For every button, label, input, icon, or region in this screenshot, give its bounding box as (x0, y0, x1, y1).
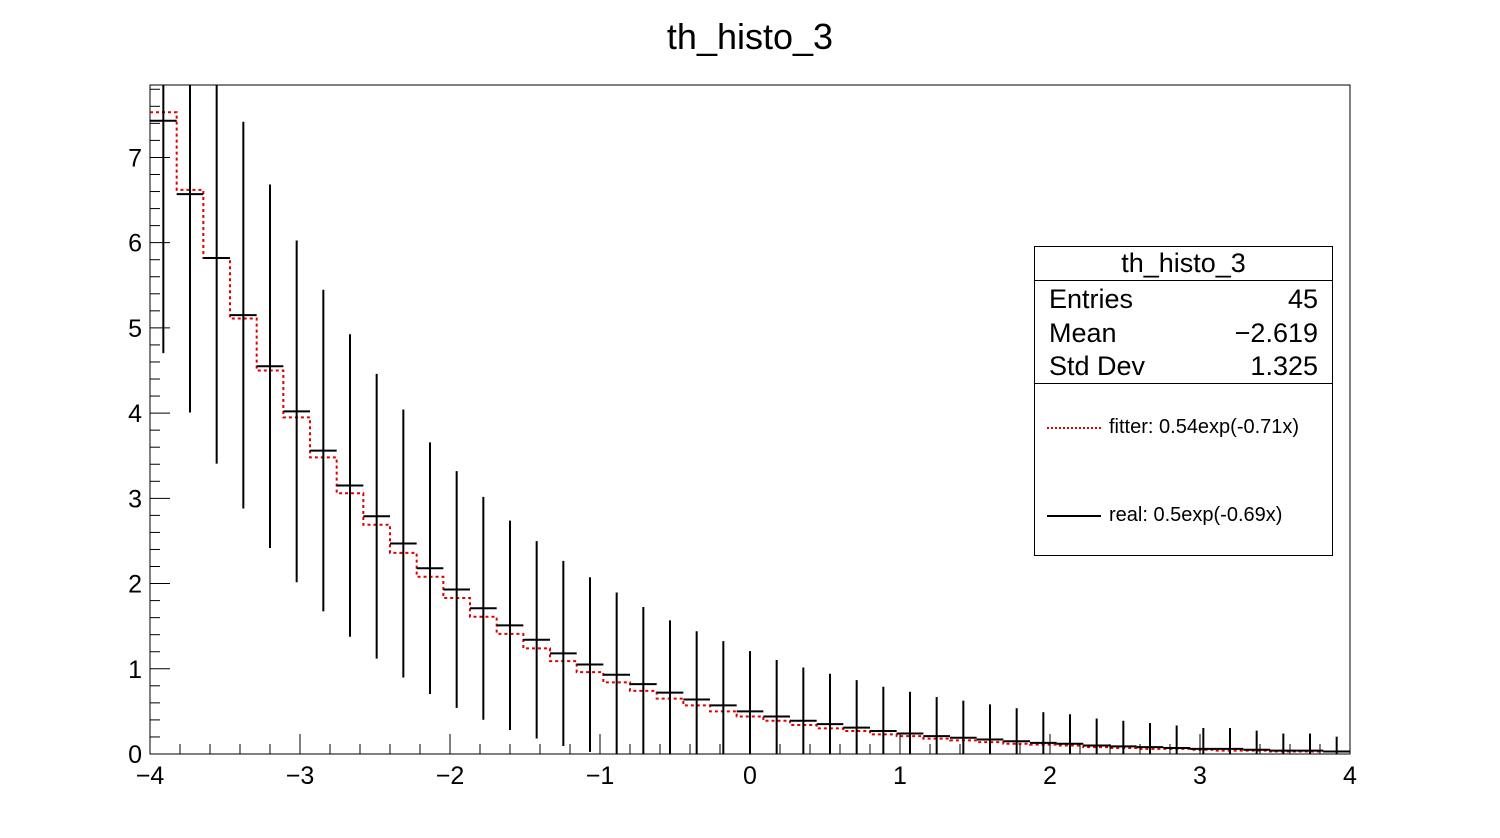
stats-value: −2.619 (1234, 317, 1318, 348)
x-tick-label: 2 (1043, 762, 1057, 790)
x-tick-label: 3 (1193, 762, 1207, 790)
y-tick-label: 0 (128, 741, 142, 769)
x-tick-label: 1 (893, 762, 907, 790)
stats-title: th_histo_3 (1035, 247, 1332, 281)
chart-title: th_histo_3 (666, 16, 834, 57)
x-tick-label: 0 (743, 762, 757, 790)
legend-swatch-real (1047, 515, 1101, 517)
x-tick-label: −2 (436, 762, 465, 790)
stats-label: Entries (1049, 284, 1134, 314)
y-tick-label: 7 (128, 144, 142, 172)
y-tick-label: 4 (128, 400, 142, 428)
y-tick-label: 2 (128, 571, 142, 599)
legend-swatch-fitter (1047, 427, 1101, 429)
stats-value: 1.325 (1250, 351, 1318, 381)
x-tick-label: 4 (1343, 762, 1357, 790)
stats-row-mean: Mean −2.619 (1035, 317, 1332, 351)
legend-label: real: 0.5exp(-0.69x) (1109, 504, 1283, 526)
legend-entry-real: real: 0.5exp(-0.69x) (1035, 472, 1332, 560)
stats-label: Std Dev (1049, 351, 1146, 381)
x-tick-label: −1 (586, 762, 615, 790)
y-tick-label: 3 (128, 485, 142, 513)
stats-row-entries: Entries 45 (1035, 283, 1332, 317)
y-tick-label: 6 (128, 230, 142, 258)
stats-row-stddev: Std Dev 1.325 (1035, 350, 1332, 384)
x-tick-label: −3 (286, 762, 315, 790)
stats-value: 45 (1287, 284, 1318, 314)
x-tick-label: −4 (136, 762, 165, 790)
stats-rows: Entries 45 Mean −2.619 Std Dev 1.325 (1035, 281, 1332, 384)
stats-box: th_histo_3 Entries 45 Mean −2.619 Std De… (1034, 246, 1333, 556)
y-tick-label: 1 (128, 656, 142, 684)
real-series (150, 85, 1350, 754)
legend-entry-fitter: fitter: 0.54exp(-0.71x) (1035, 384, 1332, 472)
y-tick-label: 5 (128, 315, 142, 343)
legend-label: fitter: 0.54exp(-0.71x) (1109, 416, 1300, 438)
stats-label: Mean (1049, 317, 1117, 348)
